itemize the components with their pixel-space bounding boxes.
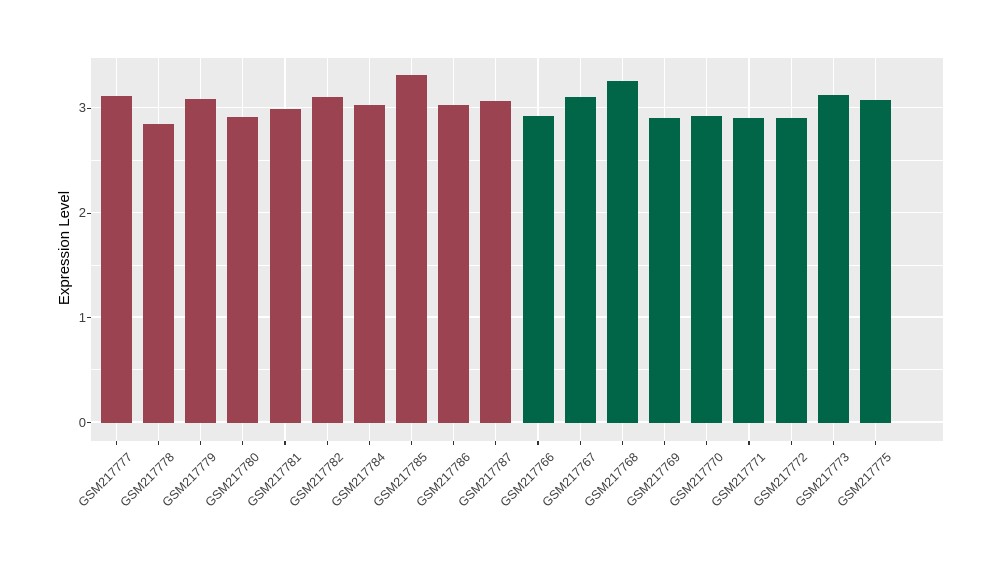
y-tick-label-3: 3 [78,100,86,116]
x-tick-GSM217770 [706,441,708,445]
y-tick-label-0: 0 [78,414,86,430]
bar-GSM217782 [311,96,343,423]
bar-GSM217781 [269,109,301,423]
x-tick-GSM217771 [748,441,750,445]
x-tick-GSM217777 [115,441,117,445]
bar-GSM217787 [480,101,512,423]
y-tick-2 [87,212,91,214]
plot-panel [91,58,943,441]
bar-GSM217785 [396,74,428,423]
gridline-major-y-2 [91,211,943,214]
bar-GSM217766 [522,115,554,423]
bar-GSM217786 [438,105,470,423]
x-tick-GSM217772 [790,441,792,445]
x-tick-GSM217767 [579,441,581,445]
gridline-minor-y-0.5 [91,369,943,371]
x-tick-GSM217780 [242,441,244,445]
x-tick-GSM217778 [157,441,160,445]
gridline-major-y-0 [91,421,943,423]
bar-GSM217778 [142,124,174,423]
bar-GSM217773 [817,94,849,423]
bar-GSM217775 [860,100,891,423]
y-tick-label-1: 1 [78,309,86,325]
y-tick-3 [87,107,91,109]
bar-GSM217767 [564,96,596,423]
bar-GSM217769 [649,117,681,423]
y-tick-label-2: 2 [78,205,86,221]
x-tick-GSM217784 [368,441,370,445]
x-tick-GSM217769 [664,441,666,445]
x-tick-GSM217768 [621,441,624,445]
bar-GSM217780 [227,116,259,423]
x-tick-GSM217787 [495,441,497,445]
y-axis-title: Expression Level [56,190,73,306]
bar-GSM217784 [353,105,385,423]
gridline-major-y-1 [91,316,943,318]
gridline-minor-y-2.5 [91,160,943,161]
bar-GSM217770 [691,115,723,423]
gridline-major-y-3 [91,107,943,109]
bar-GSM217779 [185,99,217,423]
x-tick-GSM217785 [410,441,413,445]
x-tick-GSM217782 [326,441,328,445]
bar-GSM217777 [100,95,132,423]
x-tick-GSM217773 [832,441,834,445]
y-tick-0 [87,421,91,424]
x-tick-GSM217775 [874,441,877,445]
gridline-minor-y-1.5 [91,264,943,266]
bar-GSM217771 [733,117,765,423]
y-tick-1 [87,317,91,319]
x-tick-GSM217779 [200,441,202,445]
bar-GSM217772 [775,117,807,423]
x-tick-GSM217781 [284,441,286,445]
bar-GSM217768 [606,81,638,423]
x-tick-GSM217766 [537,441,539,445]
x-tick-GSM217786 [453,441,455,445]
